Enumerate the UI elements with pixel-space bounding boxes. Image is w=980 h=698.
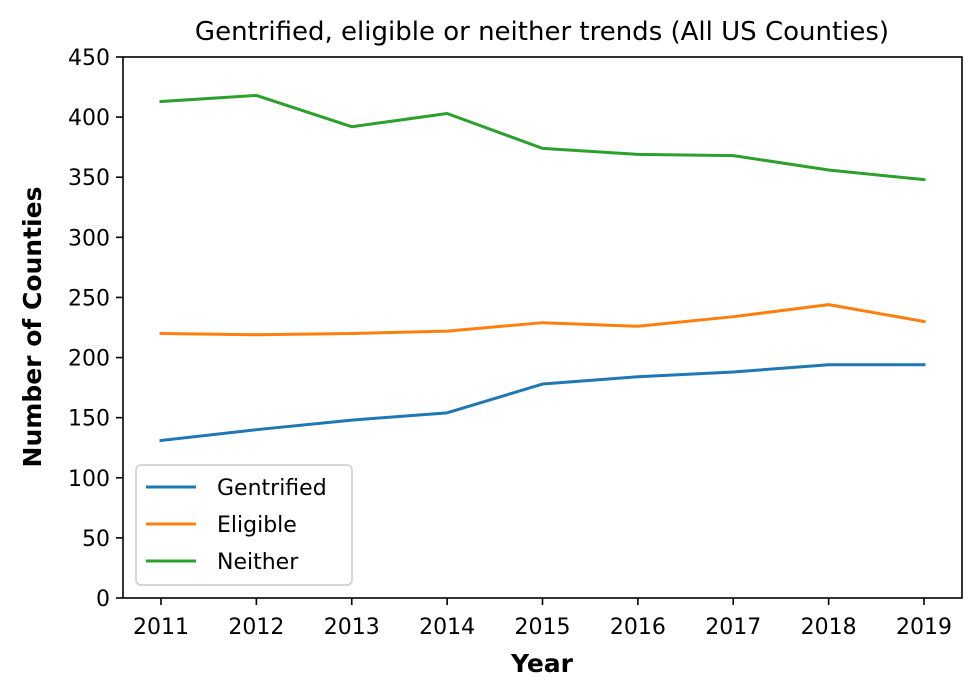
x-tick-label: 2018	[801, 615, 857, 640]
y-tick-label: 0	[96, 587, 110, 612]
series-line-neither	[159, 93, 926, 182]
x-tick-label: 2019	[896, 615, 952, 640]
y-axis-label: Number of Counties	[18, 187, 47, 468]
y-tick-label: 450	[68, 46, 110, 71]
chart-title: Gentrified, eligible or neither trends (…	[195, 17, 889, 47]
x-axis-ticks: 2011 2012 2013 2014 2015 2016 2017 2018 2019	[133, 598, 952, 640]
x-axis-label: Year	[510, 649, 574, 678]
legend-label-gentrified: Gentrified	[217, 476, 327, 501]
legend-label-neither: Neither	[217, 550, 299, 575]
legend: Gentrified Eligible Neither	[135, 464, 353, 586]
series-line-eligible	[159, 303, 926, 337]
x-tick-label: 2016	[610, 615, 666, 640]
y-tick-label: 250	[68, 286, 110, 311]
y-tick-label: 300	[68, 226, 110, 251]
y-tick-label: 200	[68, 347, 110, 372]
x-tick-label: 2014	[419, 615, 475, 640]
x-tick-label: 2013	[324, 615, 380, 640]
y-tick-label: 400	[68, 106, 110, 131]
legend-box	[135, 464, 353, 586]
y-tick-label: 350	[68, 166, 110, 191]
y-tick-label: 150	[68, 407, 110, 432]
x-tick-label: 2011	[133, 615, 189, 640]
x-tick-label: 2015	[515, 615, 571, 640]
legend-label-eligible: Eligible	[217, 513, 297, 538]
y-tick-label: 50	[82, 527, 110, 552]
x-tick-label: 2017	[705, 615, 761, 640]
y-axis-ticks: 0 50 100 150 200 250 300 350 400 450	[68, 46, 123, 612]
plot-lines	[159, 93, 926, 443]
series-line-gentrified	[159, 363, 926, 443]
y-tick-label: 100	[68, 467, 110, 492]
x-tick-label: 2012	[228, 615, 284, 640]
